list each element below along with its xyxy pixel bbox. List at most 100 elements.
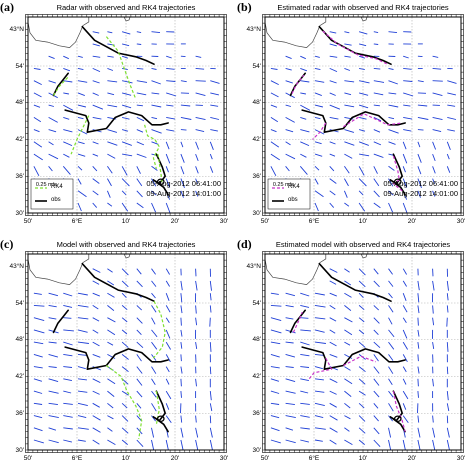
current-vector: [165, 280, 170, 287]
current-vector: [33, 304, 45, 307]
current-vector: [166, 129, 175, 132]
end-date: 09-Aug-2012 14:01:00: [383, 189, 458, 198]
current-vector: [92, 439, 100, 445]
start-date: 05-Aug-2012 06:41:00: [383, 179, 458, 188]
current-vector: [402, 166, 406, 173]
coastline-notch: [360, 254, 368, 259]
current-vector: [300, 104, 311, 111]
current-vector: [195, 141, 200, 150]
current-vector: [373, 178, 380, 187]
current-vector: [165, 403, 170, 410]
current-vector: [209, 317, 211, 327]
current-vector: [446, 280, 449, 291]
current-vector: [344, 317, 353, 323]
panel-title: Estimated model with observed and RK4 tr…: [275, 240, 451, 249]
current-vector: [121, 427, 129, 434]
y-tick-label: 36': [252, 172, 261, 180]
current-vector: [373, 415, 379, 422]
current-vector: [121, 178, 130, 187]
current-vector: [136, 378, 143, 386]
current-vector: [388, 366, 394, 374]
current-vector: [300, 353, 310, 357]
current-vector: [77, 104, 87, 108]
current-vector: [121, 280, 129, 288]
current-vector: [210, 116, 220, 120]
current-vector: [359, 67, 365, 71]
current-vector: [314, 390, 325, 393]
current-vector: [329, 55, 338, 58]
current-vector: [180, 141, 184, 148]
current-vector: [432, 280, 435, 291]
current-vector: [92, 402, 100, 408]
current-vector: [403, 55, 409, 59]
current-vector: [107, 80, 118, 83]
current-vector: [359, 153, 370, 157]
current-vector: [358, 305, 365, 311]
current-vector: [63, 55, 69, 60]
current-vector: [77, 190, 87, 198]
current-vector: [358, 402, 365, 409]
current-vector: [136, 317, 143, 324]
current-vector: [136, 305, 143, 311]
current-vector: [329, 439, 337, 445]
obs-trajectory: [52, 72, 69, 97]
current-vector: [33, 378, 43, 382]
current-vector: [121, 129, 129, 132]
current-vector: [92, 116, 102, 120]
current-vector: [63, 390, 72, 394]
start-date: 05-Aug-2012 06:41:00: [146, 179, 221, 188]
legend-box: [30, 178, 74, 210]
rk4-trajectory: [343, 113, 403, 128]
current-vector: [165, 390, 172, 400]
current-vector: [314, 415, 324, 419]
current-vector: [121, 292, 127, 299]
current-vector: [92, 292, 100, 297]
current-vector: [402, 178, 408, 188]
map-panel-0: (a) Radar with observed and RK4 trajector…: [0, 0, 237, 237]
current-vector: [136, 92, 147, 96]
current-vector: [63, 67, 71, 72]
current-vector: [329, 92, 336, 96]
current-vector: [300, 80, 310, 83]
current-vector: [121, 317, 128, 323]
current-vector: [402, 317, 407, 324]
current-vector: [33, 92, 42, 98]
current-vector: [121, 366, 129, 373]
current-vector: [344, 104, 355, 108]
current-vector: [417, 129, 424, 131]
current-vector: [446, 293, 449, 301]
current-vector: [92, 80, 100, 84]
x-tick-label: 50': [260, 455, 270, 462]
current-vector: [33, 67, 41, 70]
current-vector: [180, 342, 183, 349]
current-vector: [358, 166, 365, 176]
current-vector: [403, 80, 413, 82]
current-vector: [329, 353, 338, 358]
current-vector: [33, 153, 43, 161]
current-vector: [314, 202, 319, 212]
current-vector: [329, 415, 338, 421]
current-vector: [180, 305, 183, 314]
current-vector: [329, 141, 336, 145]
current-vector: [151, 378, 156, 386]
current-vector: [77, 341, 89, 344]
y-tick-label: 42': [15, 373, 24, 380]
current-vector: [107, 141, 118, 146]
x-tick-label: 20': [407, 455, 417, 462]
current-vector: [48, 166, 53, 172]
current-vector: [344, 268, 350, 273]
current-vector: [344, 166, 350, 174]
current-vector: [107, 153, 116, 159]
current-vector: [388, 202, 394, 213]
current-vector: [300, 378, 309, 382]
map-panel-1: (b) Estimated radar with observed and RK4…: [237, 0, 474, 237]
current-vector: [33, 129, 40, 133]
current-vector: [63, 402, 73, 405]
x-tick-label: 10': [121, 455, 131, 462]
current-vector: [77, 116, 84, 120]
current-vector: [151, 280, 157, 287]
panel-title: Estimated radar with observed and RK4 tr…: [277, 3, 449, 12]
current-vector: [270, 117, 279, 123]
current-vector: [63, 80, 73, 83]
current-vector: [344, 341, 351, 346]
